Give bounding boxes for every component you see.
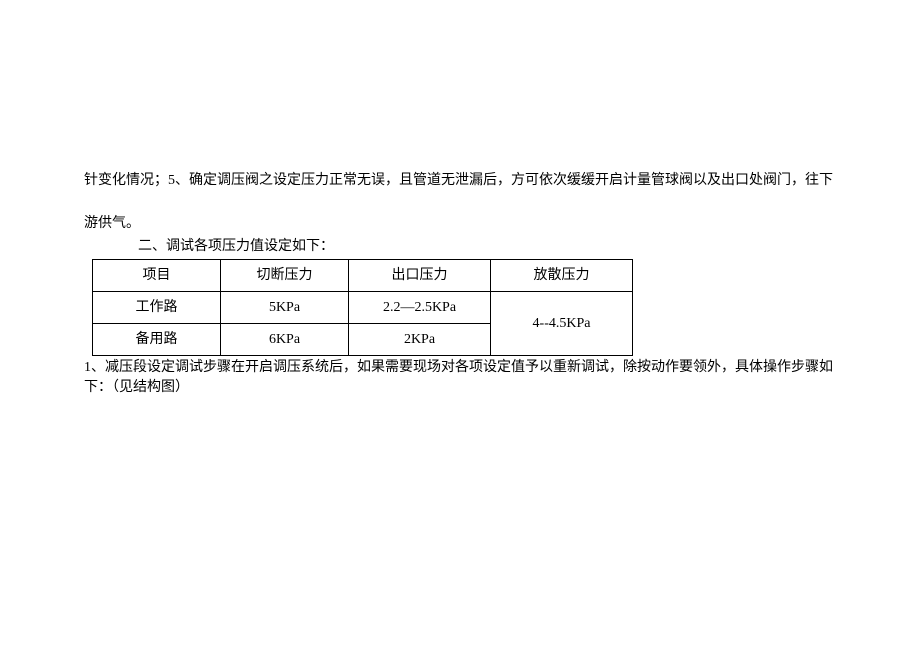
paragraph-3-line1: 1、减压段设定调试步骤在开启调压系统后，如果需要现场对各项设定值予以重新调试，除…	[84, 360, 833, 375]
paragraph-1-line1: 针变化情况；5、确定调压阀之设定压力正常无误，且管道无泄漏后，方可依次缓缓开启计…	[84, 173, 833, 188]
cell-item: 备用路	[93, 324, 221, 356]
cell-cutoff: 5KPa	[221, 292, 349, 324]
cell-outlet: 2.2—2.5KPa	[349, 292, 491, 324]
cell-item: 工作路	[93, 292, 221, 324]
pressure-table: 项目 切断压力 出口压力 放散压力 工作路 5KPa 2.2—2.5KPa 4-…	[92, 259, 633, 356]
cell-outlet: 2KPa	[349, 324, 491, 356]
paragraph-1-line2: 游供气。	[84, 216, 140, 231]
paragraph-1-cont: 游供气。	[84, 213, 836, 234]
cell-cutoff: 6KPa	[221, 324, 349, 356]
header-outlet: 出口压力	[349, 260, 491, 292]
header-release: 放散压力	[491, 260, 633, 292]
table-header-row: 项目 切断压力 出口压力 放散压力	[93, 260, 633, 292]
header-item: 项目	[93, 260, 221, 292]
cell-release-merged: 4--4.5KPa	[491, 292, 633, 356]
paragraph-3: 1、减压段设定调试步骤在开启调压系统后，如果需要现场对各项设定值予以重新调试，除…	[84, 358, 836, 397]
paragraph-3-line2: 下：（见结构图）	[84, 380, 189, 395]
table-row: 工作路 5KPa 2.2—2.5KPa 4--4.5KPa	[93, 292, 633, 324]
section-heading: 二、调试各项压力值设定如下：	[84, 236, 836, 257]
paragraph-1: 针变化情况；5、确定调压阀之设定压力正常无误，且管道无泄漏后，方可依次缓缓开启计…	[84, 170, 836, 191]
section-heading-text: 二、调试各项压力值设定如下：	[138, 239, 334, 254]
pressure-table-wrap: 项目 切断压力 出口压力 放散压力 工作路 5KPa 2.2—2.5KPa 4-…	[84, 259, 836, 356]
header-cutoff: 切断压力	[221, 260, 349, 292]
